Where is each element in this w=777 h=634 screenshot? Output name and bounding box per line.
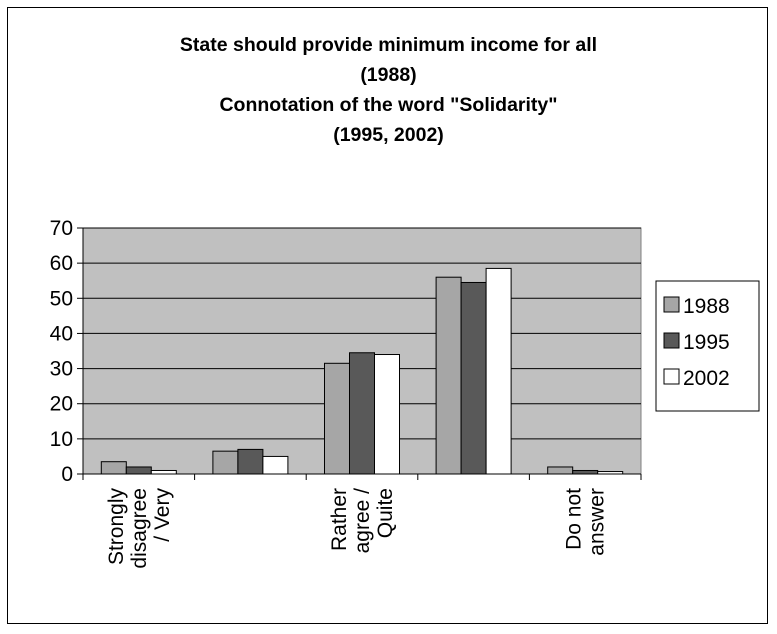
legend-swatch-1988 <box>663 296 680 313</box>
y-tick-label: 20 <box>50 393 73 416</box>
x-category-label: Quite <box>374 488 397 538</box>
y-tick-label: 0 <box>61 463 73 486</box>
legend-label-1995: 1995 <box>683 331 730 354</box>
bar-1995-cat5 <box>572 469 599 475</box>
bar-1988-cat5 <box>547 466 574 475</box>
bar-1995-cat1 <box>125 466 152 475</box>
bar-1995-cat3 <box>349 352 375 475</box>
legend-label-1988: 1988 <box>683 295 730 318</box>
y-tick-labels: 0 10 20 30 40 50 60 70 <box>50 217 73 486</box>
gridlines <box>83 227 641 440</box>
x-category-label: disagree <box>128 488 151 569</box>
legend: 1988 1995 2002 <box>655 280 760 412</box>
bar-2002-cat2 <box>262 455 289 475</box>
bar-1995-cat4 <box>460 281 487 475</box>
y-tick-label: 40 <box>50 322 73 345</box>
axes <box>77 227 642 480</box>
bar-1995-cat2 <box>237 448 264 475</box>
x-category-label: Rather <box>328 488 351 551</box>
bars <box>100 267 624 475</box>
x-category-labels: Strongly disagree / Very Rather agree / Quite… <box>105 488 609 569</box>
x-category-label: Strongly <box>105 488 128 566</box>
legend-label-2002: 2002 <box>683 367 730 390</box>
bar-2002-cat4 <box>485 267 512 475</box>
y-tick-label: 70 <box>50 217 73 240</box>
bar-2002-cat1 <box>150 469 177 475</box>
y-tick-label: 30 <box>50 358 73 381</box>
bar-1988-cat3 <box>324 362 350 475</box>
y-tick-label: 10 <box>50 428 73 451</box>
bar-1988-cat2 <box>212 450 239 475</box>
title-line-1: State should provide minimum income for … <box>179 34 598 56</box>
legend-swatch-1995 <box>663 332 680 349</box>
chart-title: State should provide minimum income for … <box>0 30 777 150</box>
y-tick-label: 50 <box>50 287 73 310</box>
y-tick-label: 60 <box>50 252 73 275</box>
bar-1988-cat1 <box>100 461 127 475</box>
legend-swatch-2002 <box>663 368 680 385</box>
title-line-2: (1988) <box>360 64 417 86</box>
bar-1988-cat4 <box>435 276 462 475</box>
x-category-label: / Very <box>151 488 174 542</box>
title-line-3: Connotation of the word "Solidarity" <box>219 94 558 116</box>
x-category-label: Do not <box>563 488 586 550</box>
title-line-4: (1995, 2002) <box>333 124 444 146</box>
bar-2002-cat3 <box>374 354 400 475</box>
x-category-label: agree / <box>351 488 374 554</box>
x-category-label: answer <box>586 488 609 556</box>
